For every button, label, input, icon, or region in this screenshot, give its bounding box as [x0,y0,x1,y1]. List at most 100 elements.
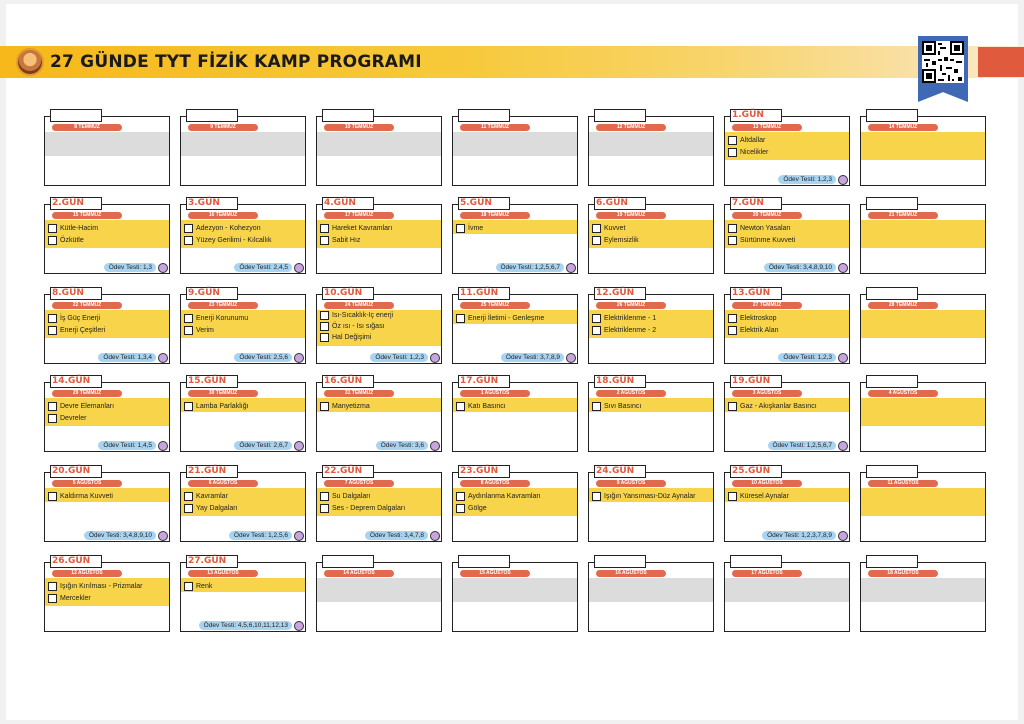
date-label: 17 TEMMUZ [324,212,394,219]
topic-band [453,488,577,516]
topic-checkbox[interactable] [184,325,193,335]
topic-checkbox[interactable] [184,313,193,323]
completion-circle-icon[interactable] [838,531,848,541]
topic-checkbox[interactable] [456,401,465,411]
date-label: 10 AĞUSTOS [732,480,802,487]
homework-test-label: Ödev Testi: 3,4,8,9,10 [83,531,156,540]
topic-checkbox[interactable] [48,325,57,335]
completion-circle-icon[interactable] [294,441,304,451]
topic-checkbox[interactable] [320,235,329,245]
topic-list: Aydınlanma Kavramları Gölge [456,490,541,514]
topic-checkbox[interactable] [456,491,465,501]
completion-circle-icon[interactable] [158,353,168,363]
topic-band [453,578,577,602]
completion-circle-icon[interactable] [294,353,304,363]
topic-label: Yay Dalgaları [196,504,238,512]
completion-circle-icon[interactable] [158,441,168,451]
topic-checkbox[interactable] [184,401,193,411]
topic-item: Küresel Aynalar [728,490,789,502]
day-number: 5.GÜN [460,198,492,208]
topic-checkbox[interactable] [728,135,737,145]
completion-circle-icon[interactable] [838,441,848,451]
topic-item: Yay Dalgaları [184,502,238,514]
topic-band [725,488,849,502]
topic-checkbox[interactable] [48,235,57,245]
topic-list: Sıvı Basıncı [592,400,641,412]
completion-circle-icon[interactable] [158,531,168,541]
topic-label: Su Dalgaları [332,492,371,500]
topic-checkbox[interactable] [728,147,737,157]
completion-circle-icon[interactable] [158,263,168,273]
topic-checkbox[interactable] [184,235,193,245]
topic-checkbox[interactable] [728,223,737,233]
topic-checkbox[interactable] [48,593,57,603]
completion-circle-icon[interactable] [838,175,848,185]
topic-checkbox[interactable] [320,311,329,320]
topic-checkbox[interactable] [728,325,737,335]
topic-checkbox[interactable] [728,235,737,245]
topic-checkbox[interactable] [320,223,329,233]
topic-item: Enerji İletimi - Genleşme [456,312,544,324]
homework-test-label: Ödev Testi: 1,2,3 [778,353,836,362]
topic-band [45,578,169,606]
topic-label: Gaz - Akışkanlar Basıncı [740,402,817,410]
completion-circle-icon[interactable] [566,353,576,363]
topic-band [317,220,441,248]
topic-checkbox[interactable] [184,581,193,591]
day-tab [594,555,646,568]
completion-circle-icon[interactable] [430,353,440,363]
topic-band [861,132,985,160]
topic-checkbox[interactable] [320,322,329,331]
topic-checkbox[interactable] [592,325,601,335]
topic-checkbox[interactable] [456,313,465,323]
topic-checkbox[interactable] [48,313,57,323]
date-label: 20 TEMMUZ [732,212,802,219]
topic-checkbox[interactable] [592,401,601,411]
topic-checkbox[interactable] [592,235,601,245]
day-tab [50,197,102,210]
completion-circle-icon[interactable] [430,441,440,451]
topic-checkbox[interactable] [48,401,57,411]
topic-checkbox[interactable] [320,503,329,513]
topic-checkbox[interactable] [184,503,193,513]
completion-circle-icon[interactable] [294,263,304,273]
topic-label: İş Güç Enerji [60,314,101,322]
topic-checkbox[interactable] [728,401,737,411]
topic-list: Küresel Aynalar [728,490,789,502]
topic-checkbox[interactable] [48,491,57,501]
topic-checkbox[interactable] [456,503,465,513]
completion-circle-icon[interactable] [838,353,848,363]
completion-circle-icon[interactable] [430,531,440,541]
qr-code-icon[interactable] [922,41,964,83]
topic-checkbox[interactable] [184,223,193,233]
topic-checkbox[interactable] [320,333,329,342]
topic-checkbox[interactable] [592,223,601,233]
topic-item: Kütle-Hacim [48,222,98,234]
topic-checkbox[interactable] [728,313,737,323]
date-label: 24 TEMMUZ [324,302,394,309]
completion-circle-icon[interactable] [838,263,848,273]
topic-checkbox[interactable] [592,491,601,501]
completion-circle-icon[interactable] [566,263,576,273]
topic-band [589,220,713,248]
day-number: 10.GÜN [324,288,363,298]
homework-test-label: Ödev Testi: 1,2,3,7,8,9 [762,531,836,540]
topic-checkbox[interactable] [592,313,601,323]
day-tab [594,109,646,122]
day-tab [50,465,102,478]
topic-checkbox[interactable] [320,491,329,501]
topic-label: Yüzey Gerilimi - Kılcallık [196,236,272,244]
topic-checkbox[interactable] [456,223,465,233]
topic-checkbox[interactable] [48,413,57,423]
completion-circle-icon[interactable] [294,531,304,541]
day-card: 27.GÜN 13 AĞUSTOS Renk Ödev Testi: 4,5,6,10… [180,555,306,632]
topic-checkbox[interactable] [320,401,329,411]
topic-checkbox[interactable] [48,223,57,233]
topic-checkbox[interactable] [48,581,57,591]
completion-circle-icon[interactable] [294,621,304,631]
day-tab [322,287,374,300]
topic-checkbox[interactable] [728,491,737,501]
topic-checkbox[interactable] [184,491,193,501]
topic-item: Mercekler [48,592,142,604]
topic-item: Ses - Deprem Dalgaları [320,502,405,514]
